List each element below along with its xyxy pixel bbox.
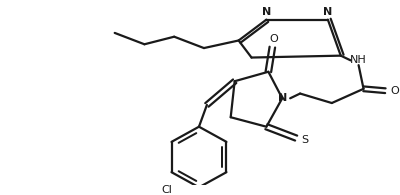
Text: N: N [278, 93, 287, 103]
Text: O: O [269, 34, 278, 44]
Text: N: N [262, 7, 271, 17]
Text: NH: NH [350, 55, 367, 65]
Text: Cl: Cl [162, 185, 173, 195]
Text: N: N [323, 7, 332, 17]
Text: S: S [302, 135, 309, 145]
Text: O: O [390, 86, 399, 96]
